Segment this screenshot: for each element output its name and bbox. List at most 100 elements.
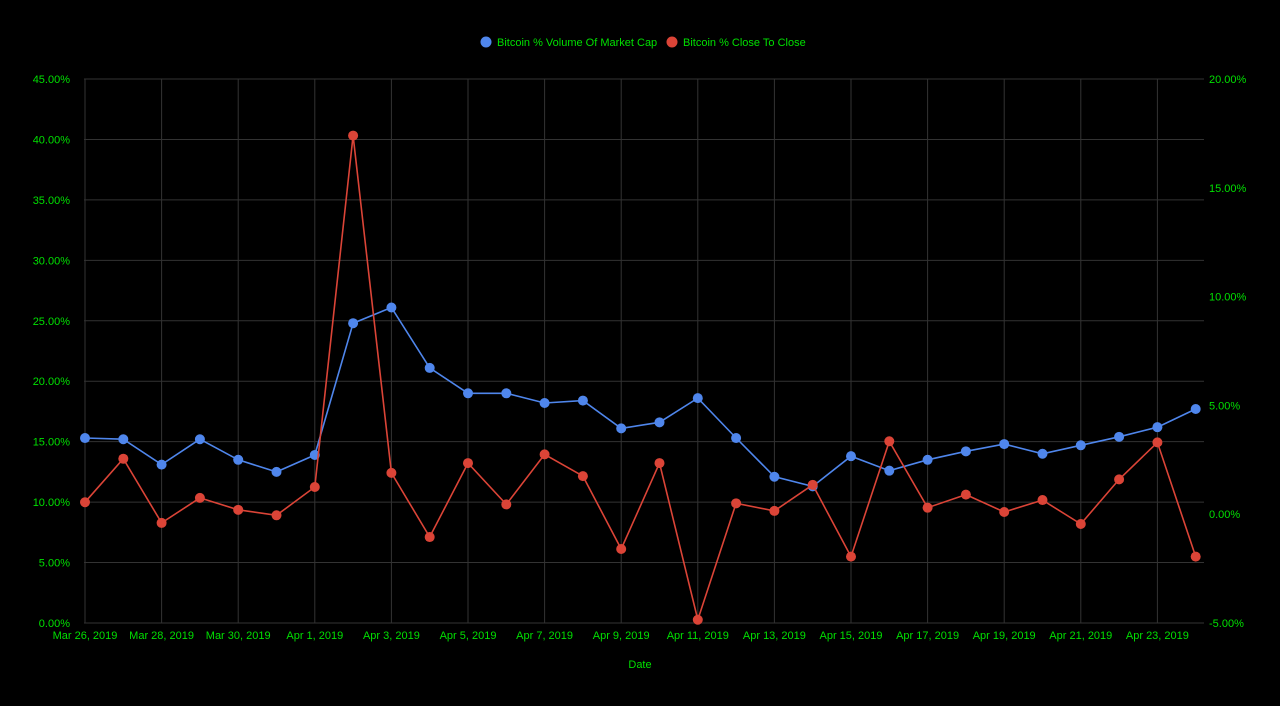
x-tick-label: Mar 30, 2019 <box>206 630 271 642</box>
x-tick-label: Apr 23, 2019 <box>1126 630 1189 642</box>
series-line <box>84 306 1197 488</box>
data-point[interactable] <box>233 454 244 465</box>
data-point[interactable] <box>1075 440 1086 451</box>
data-point[interactable] <box>424 362 435 373</box>
right-tick-label: -5.00% <box>1209 618 1244 630</box>
data-point[interactable] <box>884 436 895 447</box>
data-point[interactable] <box>271 466 282 477</box>
grid-lines <box>84 78 1204 624</box>
right-tick-label: 10.00% <box>1209 292 1247 304</box>
x-tick-label: Apr 9, 2019 <box>593 630 650 642</box>
right-tick-label: 0.00% <box>1209 509 1240 521</box>
data-point[interactable] <box>1037 495 1048 506</box>
data-point[interactable] <box>118 453 129 464</box>
data-point[interactable] <box>501 499 512 510</box>
x-tick-label: Apr 13, 2019 <box>743 630 806 642</box>
data-point[interactable] <box>846 551 856 562</box>
x-tick-label: Apr 11, 2019 <box>667 630 729 642</box>
data-point[interactable] <box>807 479 818 490</box>
data-point[interactable] <box>424 532 435 543</box>
data-point[interactable] <box>386 467 397 478</box>
data-point[interactable] <box>769 471 780 482</box>
x-tick-label: Apr 5, 2019 <box>440 630 497 642</box>
data-point[interactable] <box>539 449 550 460</box>
data-point[interactable] <box>1190 404 1201 415</box>
data-point[interactable] <box>922 502 933 513</box>
series-line <box>84 135 1197 623</box>
series-close <box>80 130 1201 625</box>
data-point[interactable] <box>271 510 282 521</box>
right-tick-label: 20.00% <box>1209 74 1247 86</box>
left-tick-label: 0.00% <box>39 618 70 630</box>
data-point[interactable] <box>309 482 320 492</box>
data-point[interactable] <box>539 397 550 408</box>
data-point[interactable] <box>463 458 473 469</box>
data-point[interactable] <box>1037 448 1048 459</box>
data-point[interactable] <box>194 492 205 503</box>
x-axis: Mar 26, 2019 Mar 28, 2019 Mar 30, 2019 Apr … <box>53 630 1189 642</box>
data-point[interactable] <box>577 471 588 482</box>
data-point[interactable] <box>577 395 588 406</box>
left-tick-label: 30.00% <box>33 255 71 267</box>
data-point[interactable] <box>463 388 473 399</box>
legend[interactable]: Bitcoin % Volume Of Market Cap Bitcoin %… <box>480 36 806 50</box>
data-point[interactable] <box>1152 437 1163 448</box>
data-point[interactable] <box>999 439 1010 450</box>
data-point[interactable] <box>348 130 359 141</box>
data-point[interactable] <box>999 507 1010 518</box>
left-y-axis: 0.00% 5.00% 10.00% 15.00% 20.00% 25.00% 30.00%… <box>33 74 71 630</box>
left-tick-label: 45.00% <box>33 74 71 86</box>
data-point[interactable] <box>654 417 665 428</box>
data-point[interactable] <box>233 504 244 515</box>
data-point[interactable] <box>884 465 895 476</box>
data-point[interactable] <box>654 458 665 469</box>
data-point[interactable] <box>692 614 703 625</box>
data-point[interactable] <box>960 446 971 457</box>
x-axis-title: Date <box>628 659 651 671</box>
data-point[interactable] <box>1114 431 1125 442</box>
left-tick-label: 10.00% <box>33 497 71 509</box>
x-tick-label: Apr 7, 2019 <box>516 630 573 642</box>
data-point[interactable] <box>1114 474 1125 485</box>
data-point[interactable] <box>80 497 90 508</box>
data-point[interactable] <box>1190 551 1201 562</box>
series-layer <box>80 130 1201 625</box>
data-point[interactable] <box>386 302 397 313</box>
data-point[interactable] <box>846 451 856 462</box>
right-tick-label: 5.00% <box>1209 400 1240 412</box>
data-point[interactable] <box>348 318 359 329</box>
legend-label-volume[interactable]: Bitcoin % Volume Of Market Cap <box>497 37 657 49</box>
x-tick-label: Apr 3, 2019 <box>363 630 420 642</box>
data-point[interactable] <box>922 454 933 465</box>
data-point[interactable] <box>616 423 627 434</box>
x-tick-label: Apr 17, 2019 <box>896 630 959 642</box>
x-tick-label: Apr 1, 2019 <box>286 630 343 642</box>
data-point[interactable] <box>501 388 512 399</box>
legend-label-close[interactable]: Bitcoin % Close To Close <box>683 37 806 49</box>
data-point[interactable] <box>692 393 703 404</box>
left-tick-label: 5.00% <box>39 558 70 570</box>
right-y-axis: -5.00% 0.00% 5.00% 10.00% 15.00% 20.00% <box>1209 74 1247 630</box>
data-point[interactable] <box>1075 518 1086 529</box>
x-tick-label: Mar 28, 2019 <box>129 630 194 642</box>
data-point[interactable] <box>1152 422 1163 433</box>
left-tick-label: 35.00% <box>33 195 71 207</box>
data-point[interactable] <box>118 434 129 445</box>
data-point[interactable] <box>769 505 780 516</box>
data-point[interactable] <box>731 498 742 509</box>
x-tick-label: Apr 15, 2019 <box>820 630 883 642</box>
data-point[interactable] <box>156 459 167 470</box>
data-point[interactable] <box>616 544 627 555</box>
data-point[interactable] <box>80 433 90 444</box>
left-tick-label: 40.00% <box>33 134 71 146</box>
series-volume <box>80 302 1201 492</box>
data-point[interactable] <box>731 433 742 444</box>
data-point[interactable] <box>194 434 205 445</box>
data-point[interactable] <box>156 517 167 528</box>
legend-marker-volume <box>480 36 492 48</box>
data-point[interactable] <box>960 489 971 500</box>
left-tick-label: 15.00% <box>33 437 71 449</box>
x-tick-label: Apr 19, 2019 <box>973 630 1036 642</box>
right-tick-label: 15.00% <box>1209 183 1247 195</box>
left-tick-label: 25.00% <box>33 316 71 328</box>
